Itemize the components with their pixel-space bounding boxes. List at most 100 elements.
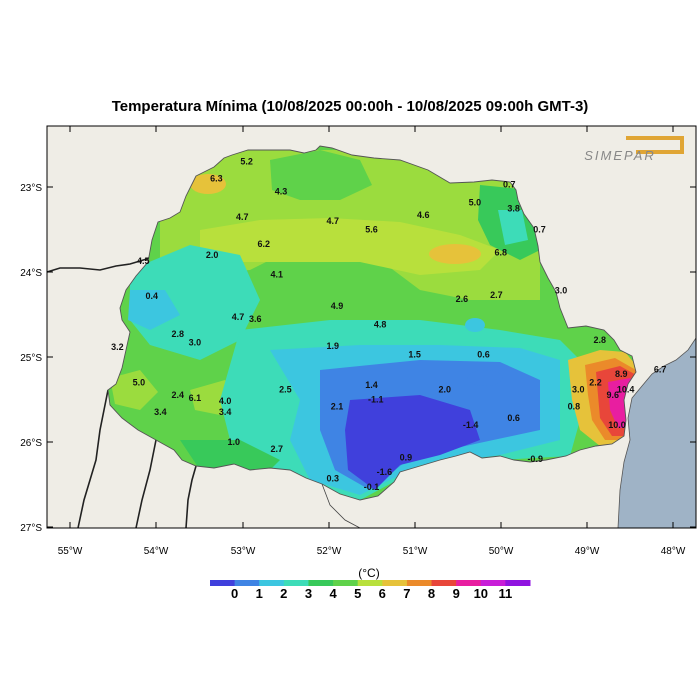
state-border-sc — [321, 483, 361, 529]
station-value: 4.9 — [331, 301, 344, 311]
station-value: 4.0 — [219, 396, 232, 406]
station-value: 0.6 — [507, 413, 520, 423]
station-value: -1.1 — [368, 395, 384, 405]
station-value: 1.0 — [227, 437, 240, 447]
colorbar-label: 4 — [329, 586, 337, 601]
station-value: 6.3 — [210, 174, 223, 184]
station-value: 6.8 — [494, 247, 507, 257]
station-value: 0.7 — [503, 179, 516, 189]
lat-tick-24s: 24°S — [20, 268, 42, 279]
station-value: 3.6 — [249, 314, 262, 324]
station-value: 4.7 — [236, 212, 249, 222]
colorbar: 0 1 2 3 4 5 6 7 8 9 10 11 — [210, 580, 531, 601]
station-value: 2.7 — [490, 290, 503, 300]
station-value: 2.8 — [171, 329, 184, 339]
lon-tick-49w: 49°W — [575, 546, 600, 557]
station-value: 6.7 — [654, 365, 667, 375]
station-value: 0.3 — [326, 474, 339, 484]
station-value: 6.2 — [258, 239, 271, 249]
colorbar-segment — [406, 580, 433, 586]
lat-tick-27s: 27°S — [20, 523, 42, 534]
lon-tick-51w: 51°W — [403, 546, 428, 557]
lon-tick-52w: 52°W — [317, 546, 342, 557]
colorbar-segment — [505, 580, 531, 586]
station-value: 2.0 — [438, 384, 451, 394]
station-value: 1.9 — [326, 341, 339, 351]
colorbar-segment — [333, 580, 359, 586]
station-value: 10.0 — [608, 420, 626, 430]
station-value-labels: 5.2 6.3 4.3 4.7 4.7 5.6 4.6 5.0 0.7 3.8 0.7 6.2 2.0 4… — [111, 157, 666, 493]
state-outline — [107, 145, 637, 501]
station-value: 4.7 — [326, 216, 339, 226]
lon-tick-53w: 53°W — [231, 546, 256, 557]
colorbar-label: 3 — [305, 586, 312, 601]
station-value: 4.7 — [232, 312, 245, 322]
colorbar-label: 11 — [499, 586, 513, 601]
lat-tick-26s: 26°S — [20, 438, 42, 449]
station-value: 0.4 — [146, 291, 159, 301]
ocean-area — [617, 336, 697, 529]
lon-tick-54w: 54°W — [144, 546, 169, 557]
logo-text: SIMEPAR — [584, 148, 656, 163]
station-value: 2.4 — [171, 390, 184, 400]
station-value: 5.0 — [133, 378, 146, 388]
station-value: 3.0 — [189, 338, 202, 348]
lon-tick-48w: 48°W — [661, 546, 686, 557]
station-value: 2.5 — [279, 384, 292, 394]
station-value: 3.4 — [154, 407, 167, 417]
station-value: 4.8 — [374, 320, 387, 330]
station-value: 0.6 — [477, 349, 490, 359]
colorbar-segment — [259, 580, 285, 586]
lat-tick-25s: 25°S — [20, 353, 42, 364]
colorbar-segment — [382, 580, 408, 586]
station-value: 4.1 — [270, 270, 283, 280]
station-value: 8.9 — [615, 369, 628, 379]
station-value: 9.6 — [606, 390, 619, 400]
station-value: 2.1 — [331, 401, 344, 411]
station-value: 1.5 — [408, 349, 421, 359]
colorbar-segment — [431, 580, 457, 586]
station-value: 0.8 — [568, 401, 581, 411]
colorbar-unit: (°C) — [358, 566, 379, 580]
station-value: 0.9 — [400, 452, 413, 462]
station-value: 3.0 — [572, 384, 585, 394]
colorbar-label: 8 — [428, 586, 435, 601]
station-value: 1.4 — [365, 380, 378, 390]
lon-tick-50w: 50°W — [489, 546, 514, 557]
station-value: 2.2 — [589, 378, 602, 388]
colorbar-label: 5 — [354, 586, 361, 601]
simepar-logo: SIMEPAR — [584, 136, 684, 163]
station-value: 2.8 — [594, 335, 607, 345]
colorbar-segment — [308, 580, 334, 586]
station-value: -0.1 — [364, 482, 380, 492]
station-value: 4.6 — [417, 210, 430, 220]
station-value: 0.7 — [533, 225, 546, 235]
colorbar-label: 10 — [474, 586, 488, 601]
station-value: -0.9 — [527, 454, 543, 464]
colorbar-segment — [357, 580, 383, 586]
colorbar-segment — [210, 580, 236, 586]
station-value: 2.0 — [206, 250, 219, 260]
colorbar-label: 6 — [379, 586, 386, 601]
colorbar-segment — [234, 580, 260, 586]
station-value: 3.0 — [555, 286, 568, 296]
lon-tick-55w: 55°W — [58, 546, 83, 557]
country-borders — [46, 257, 197, 529]
lat-tick-23s: 23°S — [20, 183, 42, 194]
station-value: -1.6 — [377, 467, 393, 477]
longitude-axis — [69, 126, 674, 528]
station-value: -1.4 — [463, 420, 479, 430]
latitude-axis — [47, 186, 696, 528]
station-value: 3.8 — [507, 203, 520, 213]
station-value: 2.7 — [270, 444, 283, 454]
colorbar-segment — [456, 580, 482, 586]
colorbar-label: 2 — [280, 586, 287, 601]
station-value: 6.1 — [189, 393, 202, 403]
station-value: 5.6 — [365, 225, 378, 235]
colorbar-label: 9 — [453, 586, 460, 601]
station-value: 3.4 — [219, 407, 232, 417]
colorbar-label: 7 — [403, 586, 410, 601]
colorbar-label: 0 — [231, 586, 238, 601]
colorbar-segment — [480, 580, 506, 586]
